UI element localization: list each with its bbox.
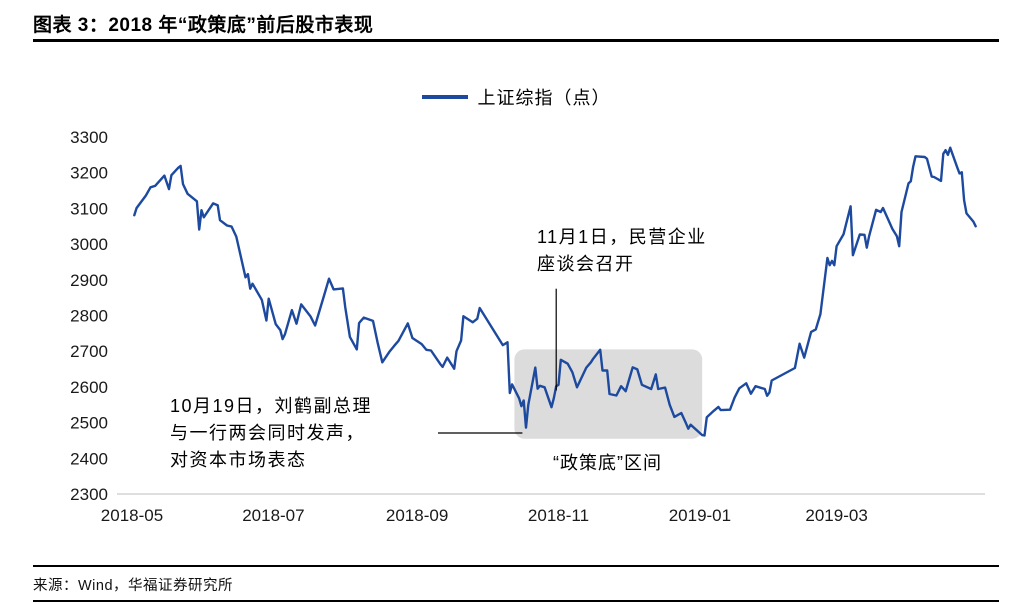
x-tick-label: 2018-05 (101, 506, 163, 525)
y-tick-label: 2800 (70, 307, 108, 326)
x-tick-label: 2018-09 (386, 506, 448, 525)
x-tick-label: 2018-11 (528, 506, 589, 525)
annotation-oct19: 10月19日，刘鹤副总理 与一行两会同时发声， 对资本市场表态 (170, 396, 373, 470)
y-tick-label: 3100 (70, 199, 108, 218)
legend-label: 上证综指（点） (477, 88, 611, 108)
y-tick-label: 3300 (70, 128, 108, 147)
y-tick-label: 2500 (70, 414, 108, 433)
title-rule (33, 39, 999, 42)
figure-title: 图表 3：2018 年“政策底”前后股市表现 (33, 15, 374, 36)
policy-bottom-region-label: “政策底”区间 (553, 453, 662, 473)
x-tick-label: 2018-07 (242, 506, 304, 525)
y-tick-label: 3200 (70, 164, 108, 183)
y-tick-label: 2300 (70, 485, 108, 504)
footer-rule-top (33, 565, 999, 567)
x-tick-label: 2019-03 (805, 506, 867, 525)
annotation-nov1: 11月1日，民营企业 座谈会召开 (537, 227, 707, 274)
x-tick-label: 2019-01 (669, 506, 731, 525)
chart-legend: 上证综指（点） (0, 84, 1032, 110)
legend-line-swatch (421, 95, 468, 99)
y-tick-label: 2700 (70, 342, 108, 361)
footer-rule-bottom (33, 600, 999, 602)
y-tick-label: 2400 (70, 449, 108, 468)
y-tick-label: 2900 (70, 271, 108, 290)
y-tick-label: 2600 (70, 378, 108, 397)
y-tick-label: 3000 (70, 235, 108, 254)
source-text: 来源：Wind，华福证券研究所 (33, 578, 234, 594)
index-line (133, 146, 977, 437)
